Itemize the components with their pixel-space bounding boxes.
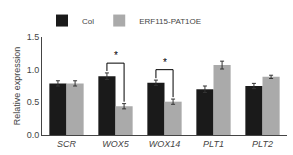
svg-text:1.0: 1.0 [27,65,40,75]
svg-text:WOX5: WOX5 [102,139,129,149]
svg-text:Col: Col [82,17,94,26]
svg-text:WOX14: WOX14 [149,139,181,149]
svg-text:*: * [114,50,118,61]
svg-text:SCR: SCR [57,139,77,149]
svg-text:PLT1: PLT1 [203,139,224,149]
svg-text:0.5: 0.5 [27,97,40,107]
svg-text:PLT2: PLT2 [252,139,273,149]
svg-text:ERF115-PAT1OE: ERF115-PAT1OE [139,17,201,26]
svg-text:0.0: 0.0 [27,130,40,140]
svg-text:1.5: 1.5 [27,32,40,42]
svg-text:*: * [163,57,167,68]
svg-text:Relative expression: Relative expression [12,47,22,126]
